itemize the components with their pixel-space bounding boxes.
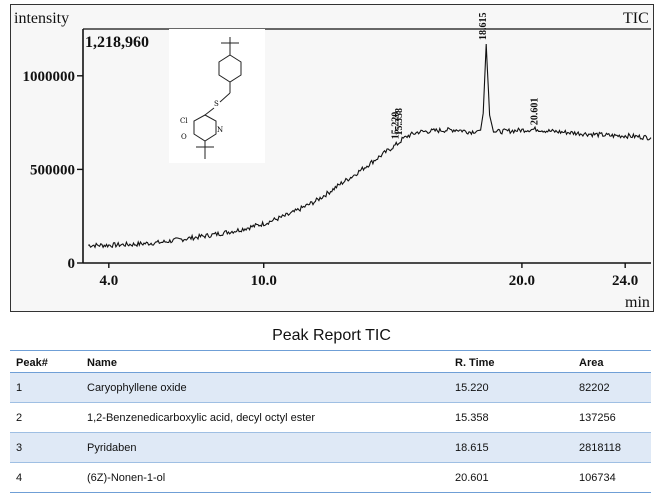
cell-name: (6Z)-Nonen-1-ol bbox=[81, 462, 449, 493]
y-tick-label: 0 bbox=[68, 256, 76, 272]
cell-name: 1,2-Benzenedicarboxylic acid, decyl octy… bbox=[81, 402, 449, 433]
svg-text:Cl: Cl bbox=[180, 117, 188, 125]
cell-name: Pyridaben bbox=[81, 432, 449, 463]
x-tick-label: 10.0 bbox=[251, 273, 277, 289]
table-title: Peak Report TIC bbox=[272, 327, 391, 344]
x-tick-label: 20.0 bbox=[509, 273, 535, 289]
y-ticks-group: 0 500000 1000000 bbox=[23, 69, 83, 272]
header-name: Name bbox=[81, 350, 449, 373]
y-axis-label: intensity bbox=[14, 10, 69, 27]
header-peak: Peak# bbox=[10, 350, 81, 373]
cell-peak: 2 bbox=[10, 402, 81, 433]
svg-text:S: S bbox=[214, 100, 219, 108]
cell-name: Caryophyllene oxide bbox=[81, 372, 449, 403]
x-tick-label: 4.0 bbox=[99, 273, 118, 289]
chromatogram-panel: intensity TIC min 1,218,960 S Cl O N bbox=[10, 4, 654, 312]
cell-area: 137256 bbox=[573, 402, 651, 433]
svg-text:N: N bbox=[217, 126, 223, 134]
table-header-row: Peak# Name R. Time Area bbox=[10, 350, 651, 373]
peak-report-table: Peak# Name R. Time Area 1 Caryophyllene … bbox=[10, 350, 651, 493]
header-rtime: R. Time bbox=[449, 350, 573, 373]
peak-label: 20.601 bbox=[529, 98, 540, 126]
chromatogram-svg: intensity TIC min 1,218,960 S Cl O N bbox=[14, 10, 652, 311]
trace-group bbox=[88, 43, 652, 249]
cell-peak: 3 bbox=[10, 432, 81, 463]
cell-rtime: 15.220 bbox=[449, 372, 573, 403]
table-row: 3 Pyridaben 18.615 2818118 bbox=[10, 432, 651, 463]
cell-area: 106734 bbox=[573, 462, 651, 493]
x-tick-label: 24.0 bbox=[612, 273, 638, 289]
molecule-structure-image: S Cl O N bbox=[169, 29, 265, 163]
y-tick-label: 1000000 bbox=[23, 69, 76, 85]
table-row: 2 1,2-Benzenedicarboxylic acid, decyl oc… bbox=[10, 402, 651, 433]
cell-rtime: 18.615 bbox=[449, 432, 573, 463]
cell-rtime: 15.358 bbox=[449, 402, 573, 433]
peak-label: 18.615 bbox=[478, 12, 489, 40]
cell-area: 82202 bbox=[573, 372, 651, 403]
cell-rtime: 20.601 bbox=[449, 462, 573, 493]
x-ticks-group: 4.0 10.0 20.0 24.0 bbox=[99, 263, 638, 289]
x-axis-label: min bbox=[625, 294, 650, 311]
cell-peak: 4 bbox=[10, 462, 81, 493]
chart-title: TIC bbox=[623, 10, 649, 27]
table-row: 4 (6Z)-Nonen-1-ol 20.601 106734 bbox=[10, 462, 651, 493]
header-area: Area bbox=[573, 350, 651, 373]
y-tick-label: 500000 bbox=[30, 162, 75, 178]
svg-text:O: O bbox=[181, 133, 187, 141]
max-intensity-label: 1,218,960 bbox=[85, 34, 149, 51]
peak-label: 15.220 bbox=[390, 112, 401, 140]
cell-peak: 1 bbox=[10, 372, 81, 403]
cell-area: 2818118 bbox=[573, 432, 651, 463]
table-row: 1 Caryophyllene oxide 15.220 82202 bbox=[10, 372, 651, 403]
peak-label: 15.358 bbox=[394, 108, 405, 136]
tic-trace-line bbox=[88, 43, 652, 249]
